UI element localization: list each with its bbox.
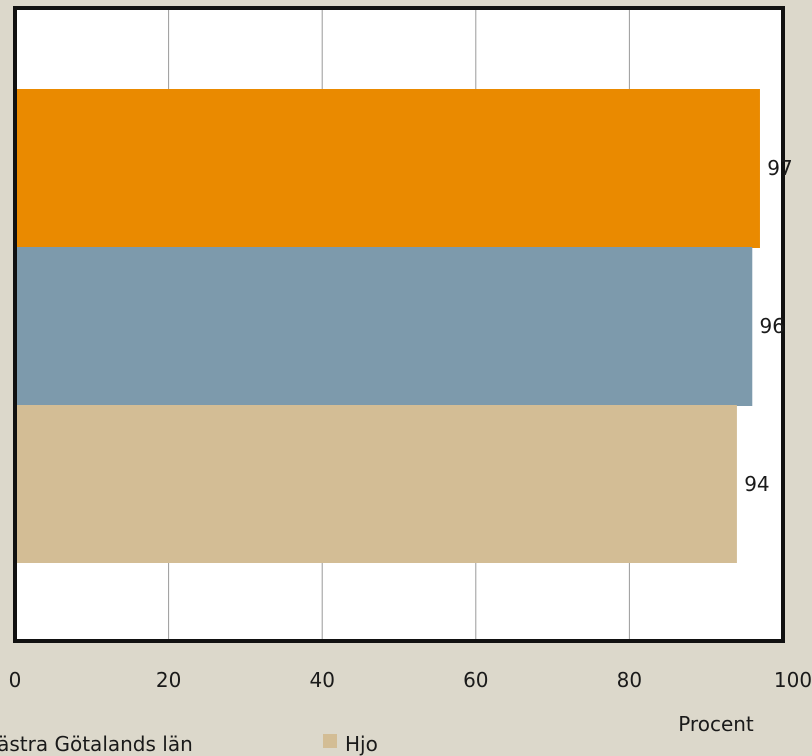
bar <box>15 89 760 248</box>
plot-frame <box>13 6 785 643</box>
x-axis-title: Procent <box>678 712 754 736</box>
plot-border <box>13 6 785 643</box>
bar <box>15 405 737 563</box>
data-labels: 97 96 94 <box>744 156 792 496</box>
x-tick-label: 60 <box>463 668 488 692</box>
bar-value-label: 94 <box>744 472 769 496</box>
x-tick-label: 0 <box>9 668 22 692</box>
legend-swatch <box>323 734 337 748</box>
x-tick-label: 40 <box>309 668 334 692</box>
bar-value-label: 97 <box>767 156 792 180</box>
x-tick-label: 80 <box>617 668 642 692</box>
bar <box>15 247 753 406</box>
x-tick-label: 20 <box>156 668 181 692</box>
x-tick-label: 100 <box>774 668 812 692</box>
bars <box>15 89 760 563</box>
x-axis-ticks: 0 20 40 60 80 100 <box>9 668 812 692</box>
legend-label: Hjo <box>345 732 378 756</box>
legend-label: Västra Götalands län <box>0 732 193 756</box>
legend: Västra Götalands län Hjo <box>0 732 378 756</box>
bar-value-label: 96 <box>760 314 785 338</box>
